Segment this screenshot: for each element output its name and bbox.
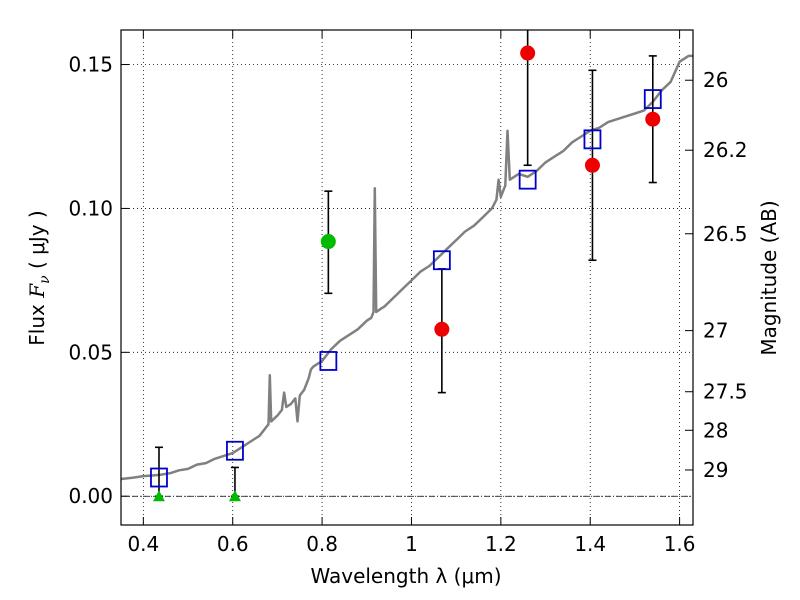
upper-limit-triangle (228, 490, 241, 502)
right-tick-label: 27 (703, 319, 728, 343)
x-tick-label: 1.4 (574, 532, 606, 556)
x-tick-label: 0.6 (217, 532, 249, 556)
right-tick-label: 26.2 (703, 138, 748, 162)
y-axis-label-left: Flux Fν ( μJy ) (25, 210, 53, 345)
model-photometry-square (643, 89, 662, 109)
x-tick-label: 1 (405, 532, 418, 556)
axis-ticks (121, 30, 693, 525)
plot-frame (120, 29, 694, 526)
right-tick-label: 28 (703, 418, 728, 442)
y-axis-label-right: Magnitude (AB) (757, 200, 781, 355)
y-axis-label-subscript: ν (37, 275, 53, 284)
x-tick-label: 1.2 (485, 532, 517, 556)
x-tick-label: 0.4 (127, 532, 159, 556)
tick-labels: 0.4 0.6 0.8 1 1.2 1.4 1.6 0.00 0.05 0.10 0.15 26 26.… (68, 53, 747, 556)
y-tick-label: 0.15 (68, 53, 113, 77)
upper-limit-triangle (152, 490, 165, 502)
model-photometry-square (150, 467, 168, 488)
right-tick-label: 27.5 (703, 380, 748, 404)
right-tick-label: 26 (703, 68, 728, 92)
x-axis-label: Wavelength λ (μm) (310, 564, 501, 588)
red-detection-point (645, 111, 661, 127)
model-spectrum-line (120, 54, 693, 481)
y-axis-label-symbol: F (25, 283, 49, 299)
red-detection-point (520, 45, 536, 61)
x-tick-label: 1.6 (664, 532, 696, 556)
right-tick-label: 26.5 (703, 222, 748, 246)
y-axis-label-prefix: Flux (25, 298, 49, 346)
y-tick-label: 0.05 (68, 340, 113, 364)
right-tick-label: 29 (703, 458, 728, 482)
red-detection-point (434, 321, 450, 337)
y-tick-label: 0.00 (68, 484, 113, 508)
model-photometry-square (583, 129, 602, 150)
model-photometry-square (226, 440, 244, 461)
y-axis-label-suffix: ( μJy ) (25, 210, 49, 275)
model-photometry-square (319, 351, 338, 371)
red-detection-point (584, 157, 600, 173)
x-tick-label: 0.8 (306, 532, 338, 556)
model-photometry-square (518, 169, 537, 190)
green-detection-point (320, 234, 336, 250)
y-tick-label: 0.10 (68, 196, 113, 220)
data-markers (150, 45, 662, 502)
model-photometry-square (432, 250, 451, 271)
model-spectrum (120, 54, 693, 481)
